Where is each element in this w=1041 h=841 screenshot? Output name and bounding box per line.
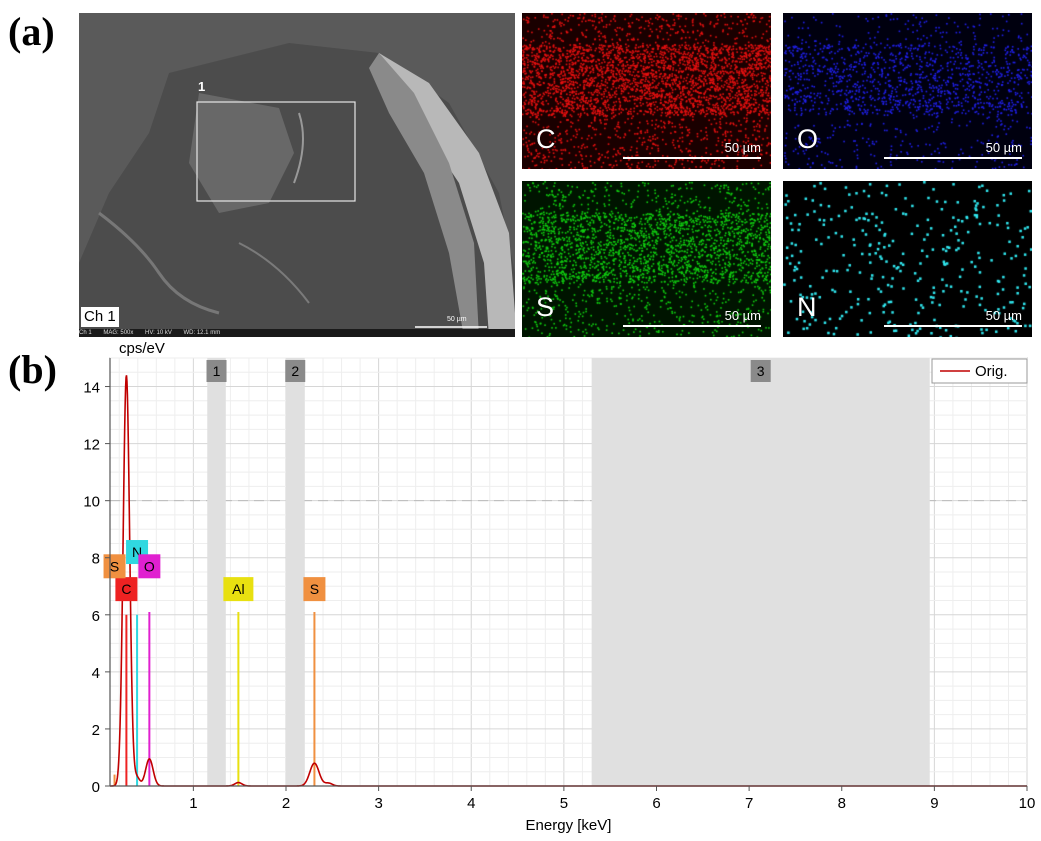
map-s: S 50 µm	[522, 181, 771, 337]
selection-box	[196, 101, 356, 202]
map-o-scale-bar	[884, 157, 1022, 159]
x-tick-label: 2	[282, 795, 290, 812]
y-tick-label: 14	[83, 380, 100, 397]
map-n-scale: 50 µm	[985, 308, 1022, 323]
y-tick-label: 4	[92, 665, 100, 682]
y-tick-label: 6	[92, 608, 100, 625]
sem-texture	[79, 13, 515, 337]
element-tag-al: Al	[232, 581, 244, 597]
map-n-texture	[783, 181, 1032, 337]
sem-info-channel: Ch 1	[79, 330, 92, 336]
map-n-scale-bar	[884, 325, 1022, 327]
panel-label-a: (a)	[8, 9, 55, 54]
x-tick-label: 5	[560, 795, 568, 812]
element-tag-c-box	[115, 577, 138, 602]
region-2-label: 2	[291, 363, 299, 379]
sem-info-wd: WD: 12.1 mm	[183, 330, 221, 336]
element-tag-o-box	[138, 554, 161, 579]
map-o-scale: 50 µm	[985, 140, 1022, 155]
x-axis-label: Energy [keV]	[526, 817, 612, 834]
map-s-scale-bar	[623, 325, 761, 327]
region-3-band	[591, 358, 930, 786]
map-n-element: N	[797, 292, 817, 322]
map-c-scale-bar	[623, 157, 761, 159]
y-tick-label: 12	[83, 437, 100, 454]
element-tag-s-box	[103, 554, 126, 579]
legend-label-orig: Orig.	[975, 363, 1008, 380]
sem-info-bar: Ch 1 MAG: 500x HV: 10 kV WD: 12.1 mm	[79, 329, 515, 337]
element-tag-c: C	[121, 581, 131, 597]
map-o: O 50 µm	[783, 13, 1032, 169]
x-tick-label: 9	[930, 795, 938, 812]
x-tick-label: 1	[189, 795, 197, 812]
region-1-label: 1	[213, 363, 221, 379]
map-c-scale: 50 µm	[724, 140, 761, 155]
element-tag-al-box	[223, 577, 254, 602]
map-n: N 50 µm	[783, 181, 1032, 337]
region-marker: 1	[198, 79, 206, 94]
element-tag-n: N	[132, 544, 142, 560]
map-o-texture	[783, 13, 1032, 169]
element-tag-o: O	[144, 558, 155, 574]
panel-label-b: (b)	[8, 347, 57, 392]
x-tick-label: 3	[374, 795, 382, 812]
x-tick-label: 6	[652, 795, 660, 812]
region-2-band	[285, 358, 305, 786]
region-1-band	[207, 358, 226, 786]
region-2-tag	[285, 360, 306, 382]
map-c-texture	[522, 13, 771, 169]
map-s-scale: 50 µm	[724, 308, 761, 323]
y-tick-label: 10	[83, 494, 100, 511]
map-s-texture	[522, 181, 771, 337]
element-tag-s: S	[110, 558, 119, 574]
y-axis-label: cps/eV	[119, 340, 165, 357]
channel-label: Ch 1	[81, 307, 119, 327]
sem-scale-label: 50 µm	[447, 316, 467, 323]
y-tick-label: 8	[92, 551, 100, 568]
map-s-element: S	[536, 292, 555, 322]
sem-info-mag: MAG: 500x	[103, 330, 134, 336]
x-tick-label: 8	[838, 795, 846, 812]
y-tick-label: 0	[92, 779, 100, 796]
element-tag-s-box	[303, 577, 326, 602]
map-o-element: O	[797, 124, 819, 154]
sem-info-hv: HV: 10 kV	[145, 330, 172, 336]
x-tick-label: 4	[467, 795, 475, 812]
map-c-element: C	[536, 124, 556, 154]
element-tag-s: S	[310, 581, 319, 597]
sem-image: 1 50 µm Ch 1 Ch 1 MAG: 500x HV: 10 kV WD…	[79, 13, 515, 337]
map-c: C 50 µm	[522, 13, 771, 169]
x-tick-label: 10	[1019, 795, 1036, 812]
region-3-label: 3	[757, 363, 765, 379]
region-3-tag	[750, 360, 771, 382]
region-1-tag	[206, 360, 227, 382]
x-tick-label: 7	[745, 795, 753, 812]
y-tick-label: 2	[92, 722, 100, 739]
